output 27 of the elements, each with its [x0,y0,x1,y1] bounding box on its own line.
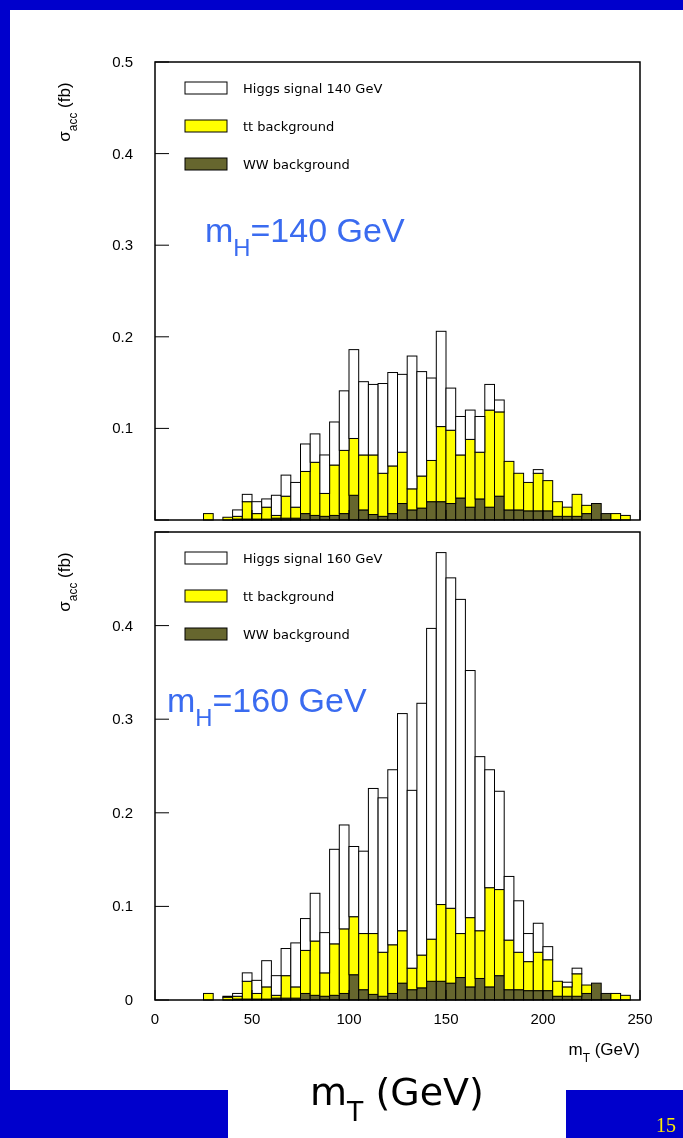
y-tick-label: 0 [124,991,133,1008]
y-tick-label: 0.2 [112,327,133,345]
y-tick-label: 0.1 [112,897,133,915]
text: m$_{T}$ (GeV) [310,1070,484,1127]
x-tick-label: 150 [433,1010,459,1027]
annotation: m$_{H}$=140 GeV [205,211,405,261]
x-tick-label: 200 [530,1010,556,1027]
legend-label: tt background [243,119,335,134]
y-tick-label: 0.3 [112,710,133,728]
legend-label: Higgs signal 140 GeV [243,81,383,96]
x-axis-title: m$_{T}$ (GeV) [568,1040,640,1065]
x-tick-label: 50 [243,1010,261,1027]
x-tick-label: 100 [336,1010,362,1027]
x-tick-label: 0 [150,1010,160,1027]
y-tick-label: 0.4 [112,144,133,162]
y-tick-label: 0.5 [112,53,133,70]
y-tick-label: 0.4 [112,616,133,634]
text: 15 [656,1114,676,1136]
legend-label: Higgs signal 160 GeV [243,551,383,566]
legend-label: WW background [243,157,350,172]
y-tick-label: 0.1 [112,419,133,437]
legend-label: tt background [243,589,335,604]
y-tick-label: 0.3 [112,236,133,254]
y-tick-label: 0.2 [112,803,133,821]
annotation: m$_{H}$=160 GeV [167,681,367,731]
legend-label: WW background [243,627,350,642]
x-tick-label: 250 [627,1010,653,1027]
